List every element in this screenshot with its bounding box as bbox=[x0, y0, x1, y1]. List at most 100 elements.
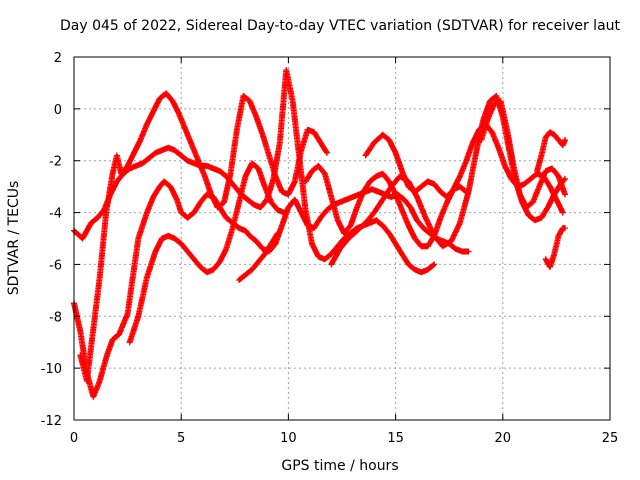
data-point bbox=[186, 250, 189, 253]
data-point bbox=[238, 227, 241, 230]
data-point bbox=[343, 237, 345, 240]
data-point bbox=[534, 219, 536, 222]
data-point bbox=[459, 175, 461, 178]
data-point bbox=[557, 235, 560, 237]
data-point bbox=[476, 146, 478, 149]
data-point bbox=[233, 185, 236, 188]
data-point bbox=[409, 206, 412, 209]
data-point bbox=[375, 219, 378, 222]
data-point bbox=[206, 271, 208, 274]
data-point bbox=[244, 175, 247, 178]
data-point bbox=[253, 203, 256, 206]
data-point bbox=[199, 201, 202, 204]
data-point bbox=[467, 250, 470, 253]
data-point bbox=[191, 144, 193, 147]
data-point bbox=[116, 180, 118, 183]
data-point bbox=[529, 178, 532, 180]
data-point bbox=[336, 219, 339, 222]
y-tick-label: -4 bbox=[49, 207, 62, 222]
data-point bbox=[203, 175, 206, 178]
data-point bbox=[491, 131, 493, 134]
data-point bbox=[146, 276, 148, 279]
data-point bbox=[244, 229, 247, 232]
data-point bbox=[281, 224, 283, 227]
data-point bbox=[459, 222, 461, 224]
plot-frame bbox=[73, 56, 611, 421]
data-point bbox=[433, 183, 436, 185]
data-point bbox=[139, 139, 142, 141]
data-point bbox=[482, 118, 485, 121]
y-tick-label: -8 bbox=[49, 310, 62, 325]
data-point bbox=[278, 141, 281, 144]
data-point bbox=[98, 380, 101, 382]
data-point bbox=[394, 152, 397, 154]
data-point bbox=[105, 356, 108, 359]
data-point bbox=[551, 167, 553, 170]
data-point bbox=[263, 253, 266, 256]
data-point bbox=[373, 211, 376, 214]
data-point bbox=[229, 172, 232, 175]
data-point bbox=[111, 338, 114, 341]
data-point bbox=[251, 162, 253, 165]
data-point bbox=[523, 183, 526, 185]
data-point bbox=[319, 141, 322, 144]
data-point bbox=[135, 165, 138, 167]
data-point bbox=[330, 196, 333, 198]
data-point bbox=[486, 118, 489, 121]
data-point bbox=[293, 180, 296, 183]
data-point bbox=[152, 196, 155, 198]
data-point bbox=[261, 133, 264, 136]
data-point bbox=[317, 165, 320, 167]
data-point bbox=[414, 237, 416, 240]
data-point bbox=[399, 175, 401, 178]
data-point bbox=[564, 139, 566, 141]
data-point bbox=[497, 146, 500, 149]
series-track-4 bbox=[126, 160, 288, 346]
data-point bbox=[276, 232, 279, 235]
data-point bbox=[111, 172, 114, 175]
data-point bbox=[452, 188, 455, 191]
data-point bbox=[426, 180, 429, 183]
data-point bbox=[287, 206, 290, 209]
data-point bbox=[381, 133, 384, 136]
data-point bbox=[557, 175, 560, 178]
data-point bbox=[186, 159, 189, 162]
data-point bbox=[388, 139, 391, 141]
data-point bbox=[339, 248, 341, 250]
data-point bbox=[414, 190, 416, 193]
data-point bbox=[306, 128, 309, 131]
data-point bbox=[96, 216, 99, 219]
data-point bbox=[557, 139, 560, 141]
data-point bbox=[180, 242, 183, 245]
data-point bbox=[300, 211, 303, 214]
data-point bbox=[465, 159, 468, 162]
data-point bbox=[90, 222, 93, 224]
data-point bbox=[133, 152, 135, 154]
data-point bbox=[248, 235, 251, 237]
data-point bbox=[407, 185, 410, 188]
y-tick-label: 2 bbox=[54, 51, 62, 66]
y-tick-label: -6 bbox=[49, 258, 62, 273]
data-point bbox=[349, 224, 352, 227]
data-point bbox=[313, 131, 315, 134]
data-point bbox=[381, 224, 384, 227]
data-point bbox=[169, 185, 172, 188]
data-point bbox=[471, 141, 474, 144]
data-point bbox=[161, 237, 163, 240]
data-point bbox=[79, 330, 82, 333]
data-point bbox=[416, 196, 418, 198]
data-point bbox=[281, 190, 283, 193]
data-point bbox=[167, 146, 170, 149]
data-point bbox=[388, 232, 391, 235]
y-tick-label: 0 bbox=[54, 103, 62, 118]
data-point bbox=[206, 165, 208, 167]
data-point bbox=[394, 242, 397, 245]
data-point bbox=[238, 201, 241, 204]
data-point bbox=[176, 198, 178, 201]
data-point bbox=[561, 144, 564, 147]
data-point bbox=[564, 178, 566, 180]
data-point bbox=[313, 227, 315, 230]
data-point bbox=[377, 190, 380, 193]
data-point bbox=[381, 172, 384, 175]
